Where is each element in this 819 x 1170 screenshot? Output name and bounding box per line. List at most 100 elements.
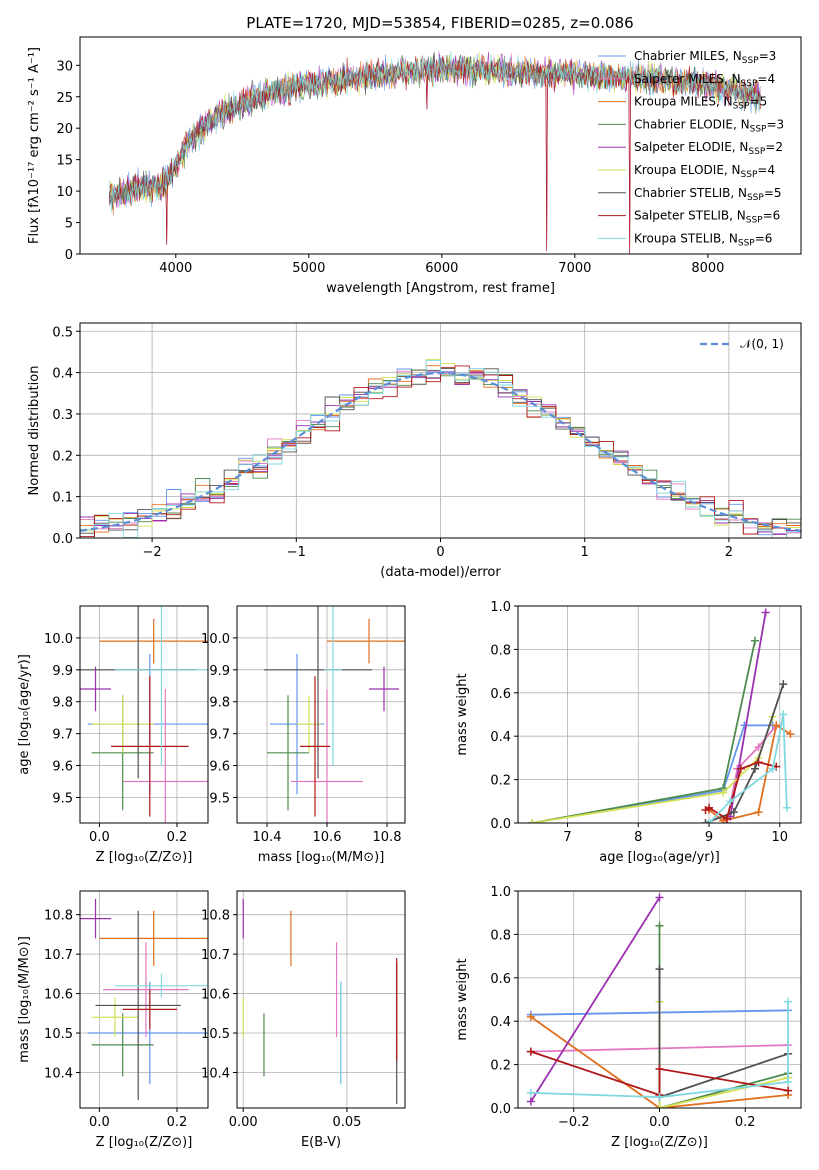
axes-frame	[79, 605, 209, 824]
x-tick-label: 0	[436, 545, 444, 560]
spectrum-panel: 4000 5000 6000 7000 8000 0 5 10 15 20 25 30 waveleng…	[27, 36, 802, 296]
legend-label-count: =2	[765, 140, 783, 154]
x-tick-label: 0.05	[332, 1115, 361, 1130]
x-axis-label: Z [log₁₀(Z/Z⊙)]	[611, 1135, 708, 1150]
y-tick-label: 10.4	[44, 1066, 73, 1081]
y-tick-label: 9.6	[52, 760, 73, 775]
y-tick-label: 0.2	[490, 1059, 511, 1074]
y-tick-label: 1.0	[490, 885, 511, 900]
x-tick-label: 8	[634, 830, 642, 845]
y-tick-label: 0.1	[52, 491, 73, 506]
legend-label-subscript: SSP	[741, 79, 758, 89]
x-tick-label: 6000	[425, 261, 458, 276]
x-tick-label: 10	[772, 830, 789, 845]
axes-frame	[236, 890, 406, 1109]
y-axis-label: Flux [fλ10⁻¹⁷ erg cm⁻² s⁻¹ A⁻¹]	[27, 47, 42, 244]
legend-label-count: =3	[759, 49, 777, 63]
y-tick-label: 10.8	[201, 909, 230, 924]
legend-label-main: Salpeter STELIB, N	[634, 209, 746, 223]
y-tick-label: 0.0	[490, 817, 511, 832]
y-tick-label: 0.4	[52, 367, 73, 382]
x-axis-label: Z [log₁₀(Z/Z⊙)]	[96, 1135, 193, 1150]
plot-content	[526, 893, 793, 1108]
legend-label-chabrier-elodie: Chabrier ELODIE, NSSP=3	[634, 117, 784, 134]
x-axis-label: age [log₁₀(age/yr)]	[599, 850, 720, 865]
weight-series-chabrier-elodie	[531, 640, 756, 823]
x-axis-label: wavelength [Angstrom, rest frame]	[326, 281, 555, 296]
y-tick-label: 9.7	[209, 728, 230, 743]
x-tick-label: 10.8	[373, 830, 402, 845]
legend-label-subscript: SSP	[746, 216, 763, 226]
y-tick-label: 10.7	[44, 948, 73, 963]
y-tick-label: 10.4	[201, 1066, 230, 1081]
weight-series-kroupa-stelib	[530, 1001, 789, 1099]
weight-series-kroupa-elodie	[658, 1001, 789, 1108]
y-tick-label: 10.8	[44, 909, 73, 924]
y-tick-label: 9.5	[209, 791, 230, 806]
x-tick-label: 0.2	[167, 1115, 188, 1130]
x-tick-label: 4000	[159, 261, 192, 276]
y-tick-label: 9.9	[52, 664, 73, 679]
age-vs-metallicity-panel: 0.0 0.2 9.5 9.6 9.7 9.8 9.9 10.0 Z [log₁₀(Z/Z⊙)]…	[17, 605, 209, 865]
x-tick-label: 0.00	[229, 1115, 258, 1130]
y-tick-label: 9.5	[52, 791, 73, 806]
legend-label-subscript: SSP	[747, 193, 764, 203]
y-tick-label: 9.7	[52, 728, 73, 743]
y-tick-label: 0	[65, 248, 73, 263]
plot-content	[264, 606, 405, 823]
weight-vs-age-panel: 7 8 9 10 0.0 0.2 0.4 0.6 0.8 1.0 age [log₁₀(age/yr…	[455, 600, 802, 865]
x-tick-label: 0.0	[89, 1115, 110, 1130]
figure-title: PLATE=1720, MJD=53854, FIBERID=0285, z=0…	[246, 14, 633, 32]
y-tick-label: 1.0	[490, 600, 511, 615]
legend-label-subscript: SSP	[748, 147, 765, 157]
y-tick-label: 9.9	[209, 664, 230, 679]
y-tick-label: 0.8	[490, 643, 511, 658]
plot-content	[80, 606, 208, 823]
legend-label-chabrier-miles: Chabrier MILES, NSSP=3	[634, 49, 776, 66]
x-tick-label: −2	[143, 545, 162, 560]
weight-series-salpeter-miles	[725, 724, 777, 823]
legend-label-subscript: SSP	[741, 170, 758, 180]
x-tick-label: 2	[725, 545, 733, 560]
legend-label-salpeter-miles: Salpeter MILES, NSSP=4	[634, 72, 775, 89]
legend-label-kroupa-elodie: Kroupa ELODIE, NSSP=4	[634, 163, 775, 180]
legend-label-count: =4	[757, 163, 775, 177]
legend-label-subscript: SSP	[738, 238, 755, 248]
y-tick-label: 15	[56, 154, 73, 169]
plot-content	[242, 898, 398, 1105]
x-tick-label: 7000	[558, 261, 591, 276]
y-tick-label: 10.5	[201, 1027, 230, 1042]
legend-label-main: Salpeter ELODIE, N	[634, 140, 748, 154]
y-tick-label: 0.3	[52, 408, 73, 423]
legend-label-count: =6	[763, 209, 781, 223]
y-tick-label: 10.6	[201, 988, 230, 1003]
y-tick-label: 20	[56, 122, 73, 137]
x-tick-label: −0.2	[558, 1115, 590, 1130]
mass-vs-metallicity-panel: 0.0 0.2 10.4 10.5 10.6 10.7 10.8 Z [log₁₀(Z/Z⊙)…	[17, 890, 209, 1150]
legend-normal-label: 𝒩(0, 1)	[740, 337, 784, 351]
y-axis-label: age [log₁₀(age/yr)]	[17, 654, 32, 775]
axes-frame	[517, 605, 802, 824]
y-tick-label: 0.6	[490, 687, 511, 702]
spectrum-series-salpeter-elodie	[109, 51, 761, 254]
residual-histogram-kroupa-stelib	[80, 359, 801, 538]
plot-content	[80, 898, 208, 1101]
legend-label-count: =6	[755, 231, 773, 245]
y-tick-label: 0.0	[52, 532, 73, 547]
weight-series-kroupa-miles	[530, 1016, 789, 1108]
axes-frame	[79, 36, 802, 255]
y-tick-label: 10.6	[44, 988, 73, 1003]
plot-content	[109, 50, 761, 254]
x-tick-label: 0.0	[89, 830, 110, 845]
mass-vs-ebv-panel: 0.00 0.05 10.4 10.5 10.6 10.7 10.8 E(B-V)	[201, 890, 406, 1150]
x-tick-label: 0.2	[735, 1115, 756, 1130]
y-tick-label: 10.0	[44, 632, 73, 647]
x-tick-label: 1	[581, 545, 589, 560]
x-axis-label: E(B-V)	[301, 1135, 341, 1150]
y-tick-label: 0.0	[490, 1102, 511, 1117]
x-tick-label: −1	[287, 545, 306, 560]
axes-frame	[79, 890, 209, 1109]
legend-label-main: Kroupa ELODIE, N	[634, 163, 741, 177]
y-tick-label: 10.5	[44, 1027, 73, 1042]
